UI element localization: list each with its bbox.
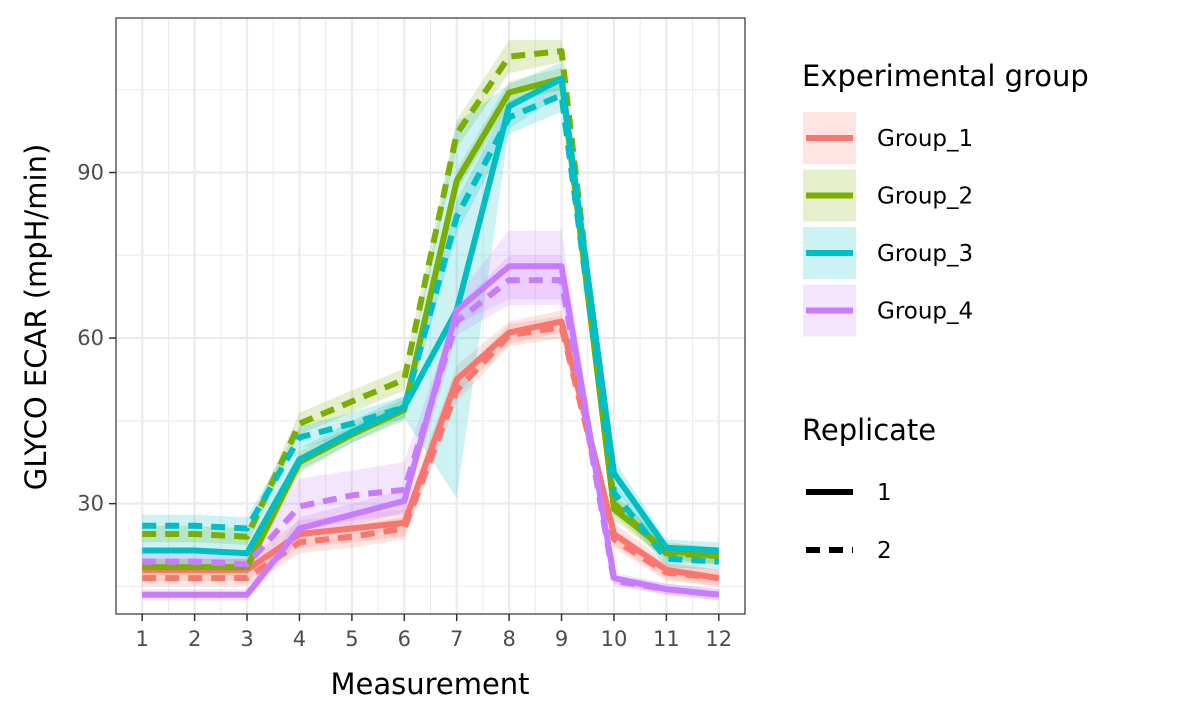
x-tick-label: 12 [705,627,732,651]
x-tick-label: 3 [240,627,253,651]
x-tick-label: 6 [398,627,411,651]
legend-title-replicate: Replicate [802,413,936,447]
legend-label-replicate-2: 2 [877,538,892,564]
line-group-3-rep1 [142,75,719,557]
legend-label-replicate-1: 1 [877,480,892,506]
x-tick-label: 5 [345,627,358,651]
line-group-4-rep2 [142,277,720,598]
y-tick-label: 90 [77,161,104,185]
x-tick-label: 8 [502,627,515,651]
line-group-2-rep1 [142,75,720,571]
x-tick-label: 9 [555,627,568,651]
line-group-2-rep2 [142,48,719,560]
y-tick-label: 60 [77,326,104,350]
x-tick-label: 4 [293,627,306,651]
x-tick-label: 2 [188,627,201,651]
legend-label-group-1: Group_1 [877,126,973,152]
y-tick-label: 30 [77,492,104,516]
legend-label-group-2: Group_2 [877,184,973,210]
legend-label-group-3: Group_3 [877,241,973,267]
y-axis-title: GLYCO ECAR (mpH/min) [19,144,53,491]
x-tick-label: 11 [653,627,680,651]
x-axis-title: Measurement [330,667,529,701]
legend-title-experimental-group: Experimental group [802,59,1089,93]
x-tick-label: 10 [601,627,628,651]
panel-border [115,17,746,615]
x-tick-label: 1 [136,627,149,651]
plot-panel [115,17,746,615]
line-group-3-rep2 [142,92,719,565]
x-tick-label: 7 [450,627,463,651]
line-group-1-rep2 [142,324,720,582]
legend-label-group-4: Group_4 [877,299,973,325]
legend: Experimental group Group_1 Group_2 Group_3 G… [802,59,1089,564]
